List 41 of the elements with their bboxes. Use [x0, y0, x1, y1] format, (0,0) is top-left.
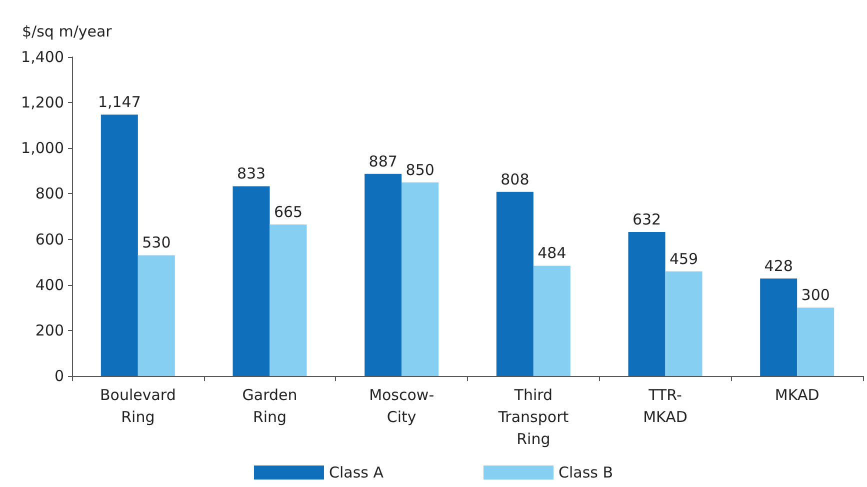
y-tick-label: 0: [54, 367, 64, 385]
data-label: 1,147: [98, 93, 141, 112]
y-tick-label: 600: [35, 230, 64, 248]
x-tick-label: TTR- MKAD: [643, 386, 688, 426]
bar: [270, 224, 307, 376]
y-tick-label: 400: [35, 276, 64, 294]
data-label: 484: [538, 244, 566, 262]
data-label: 665: [274, 202, 303, 221]
bar: [533, 266, 570, 376]
y-tick-label: 1,200: [21, 94, 64, 112]
data-label: 428: [764, 256, 793, 275]
legend-label: Class B: [558, 464, 614, 482]
legend-label: Class A: [328, 464, 384, 482]
bar: [797, 308, 834, 376]
x-tick-label: MKAD: [774, 386, 820, 404]
data-label: 632: [632, 210, 662, 228]
data-label: 808: [500, 170, 530, 188]
bar: [100, 114, 138, 376]
x-tick-label: Boulevard Ring: [100, 386, 176, 426]
bar: [496, 192, 534, 376]
y-axis-title: $/sq m/year: [22, 22, 113, 40]
y-tick-label: 800: [35, 184, 64, 203]
data-label: 459: [669, 250, 698, 268]
y-tick-label: 1,000: [21, 139, 64, 158]
data-label: 833: [236, 164, 266, 183]
bar: [628, 232, 666, 376]
y-tick-label: 1,400: [21, 48, 64, 66]
bar: [232, 186, 270, 376]
bar: [760, 278, 798, 376]
bar: [665, 271, 702, 376]
bar: [402, 182, 439, 376]
bar: [138, 255, 175, 376]
data-label: 887: [368, 152, 398, 170]
data-label: 850: [406, 160, 434, 179]
data-label: 300: [801, 286, 830, 304]
x-tick-label: Garden Ring: [242, 386, 298, 426]
x-tick-label: Moscow- City: [369, 386, 434, 426]
bar: [364, 174, 402, 376]
y-tick-label: 200: [35, 321, 64, 340]
x-tick-label: Third Transport Ring: [497, 386, 569, 448]
data-label: 530: [142, 234, 171, 252]
